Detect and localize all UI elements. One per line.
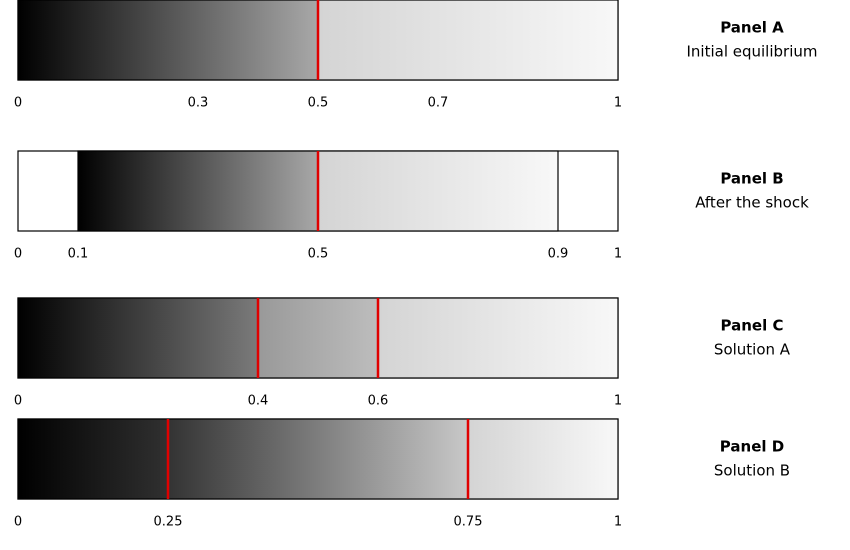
tick-label: 1 [614, 247, 622, 262]
gradient-bar [17, 418, 619, 500]
tick-label: 0.3 [188, 96, 209, 111]
tick-label: 0.75 [454, 515, 483, 530]
panel-title: Panel B [720, 170, 783, 188]
tick-label: 0.1 [68, 247, 89, 262]
tick-label: 0.5 [308, 96, 329, 111]
panel-subtitle: Initial equilibrium [686, 43, 817, 61]
tick-label: 1 [614, 96, 622, 111]
tick-label: 0.7 [428, 96, 449, 111]
tick-label: 0.9 [548, 247, 569, 262]
tick-label: 0 [14, 515, 22, 530]
tick-label: 0 [14, 247, 22, 262]
tick-label: 0.4 [248, 394, 269, 409]
panel-title: Panel A [720, 19, 784, 37]
tick-label: 0.5 [308, 247, 329, 262]
tick-label: 0 [14, 394, 22, 409]
panel-title: Panel C [721, 317, 784, 335]
tick-label: 1 [614, 394, 622, 409]
tick-label: 1 [614, 515, 622, 530]
panel-subtitle: Solution A [714, 341, 791, 359]
tick-label: 0.25 [154, 515, 183, 530]
tick-label: 0 [14, 96, 22, 111]
panel-subtitle: Solution B [714, 462, 790, 480]
gradient-bar [17, 297, 619, 379]
tick-label: 0.6 [368, 394, 389, 409]
panel-subtitle: After the shock [695, 194, 809, 212]
panel-title: Panel D [720, 438, 784, 456]
